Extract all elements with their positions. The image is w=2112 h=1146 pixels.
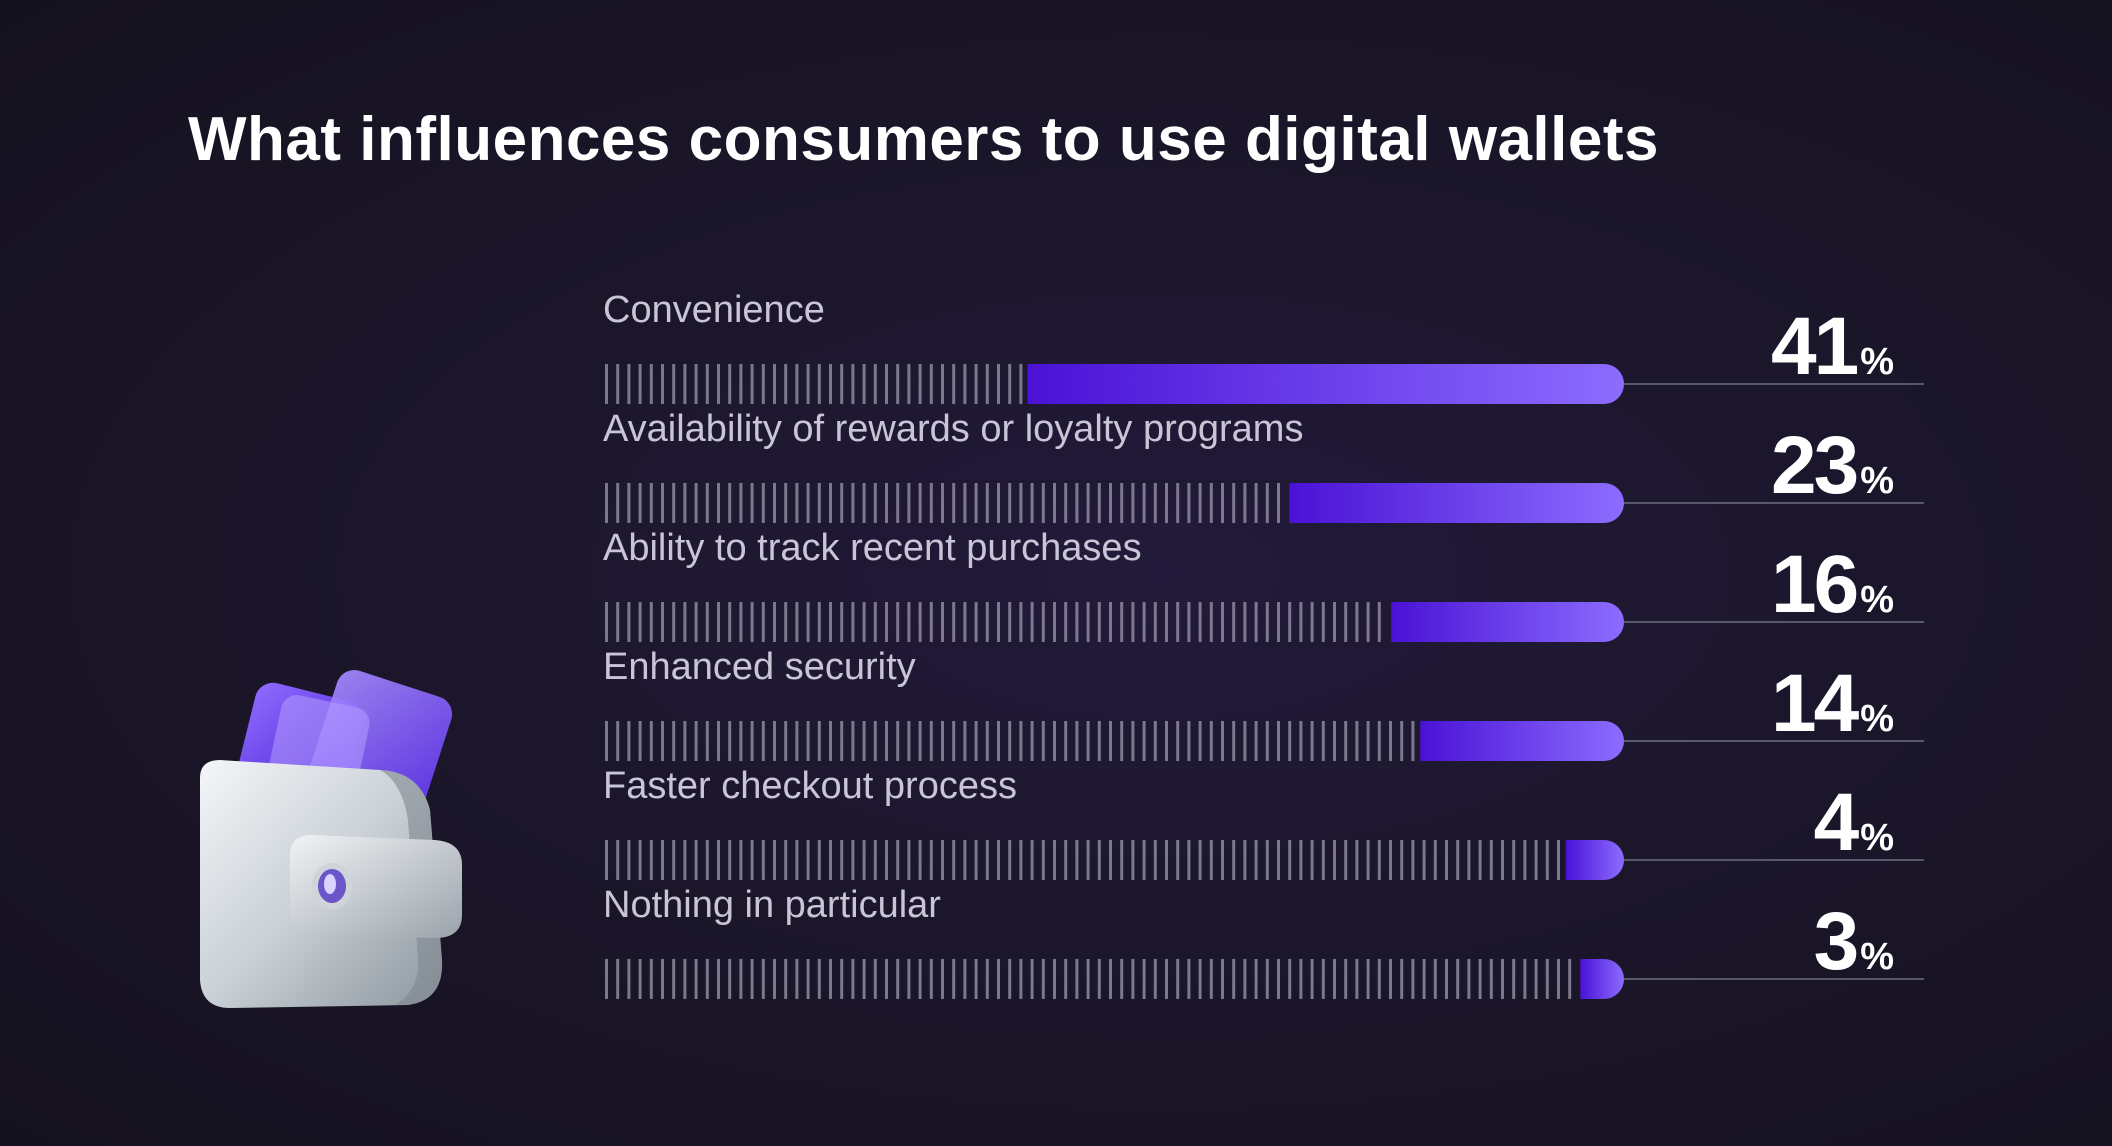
- value-number: 3: [1814, 896, 1857, 987]
- tick-track: [605, 959, 1572, 999]
- tick-track: [605, 840, 1560, 880]
- value-label: 3%: [1814, 896, 1894, 987]
- value-suffix: %: [1860, 579, 1894, 621]
- value-suffix: %: [1860, 341, 1894, 383]
- value-suffix: %: [1860, 817, 1894, 859]
- bar: [1420, 721, 1624, 761]
- category-label: Convenience: [603, 289, 825, 331]
- category-label: Nothing in particular: [603, 884, 941, 926]
- category-label: Faster checkout process: [603, 765, 1017, 807]
- bar: [1027, 364, 1624, 404]
- category-label: Enhanced security: [603, 646, 916, 688]
- value-label: 4%: [1814, 777, 1894, 868]
- category-label: Availability of rewards or loyalty progr…: [603, 408, 1303, 450]
- tick-track: [605, 602, 1381, 642]
- value-number: 41: [1771, 301, 1858, 392]
- value-number: 4: [1814, 777, 1860, 868]
- value-suffix: %: [1860, 460, 1894, 502]
- tick-track: [605, 483, 1280, 523]
- value-number: 16: [1771, 539, 1857, 630]
- bar: [1565, 840, 1624, 880]
- value-number: 14: [1771, 658, 1860, 749]
- value-label: 41%: [1771, 301, 1894, 392]
- bar: [1580, 959, 1624, 999]
- value-suffix: %: [1860, 698, 1894, 740]
- value-label: 16%: [1771, 539, 1894, 630]
- value-suffix: %: [1860, 936, 1894, 978]
- value-number: 23: [1771, 420, 1857, 511]
- tick-track: [605, 721, 1415, 761]
- value-label: 14%: [1771, 658, 1894, 749]
- bar: [1391, 602, 1624, 642]
- tick-track: [605, 364, 1023, 404]
- chart-title: What influences consumers to use digital…: [188, 105, 1659, 174]
- category-label: Ability to track recent purchases: [603, 527, 1142, 569]
- value-label: 23%: [1771, 420, 1894, 511]
- wallet-icon: [200, 670, 462, 1008]
- bar: [1289, 483, 1624, 523]
